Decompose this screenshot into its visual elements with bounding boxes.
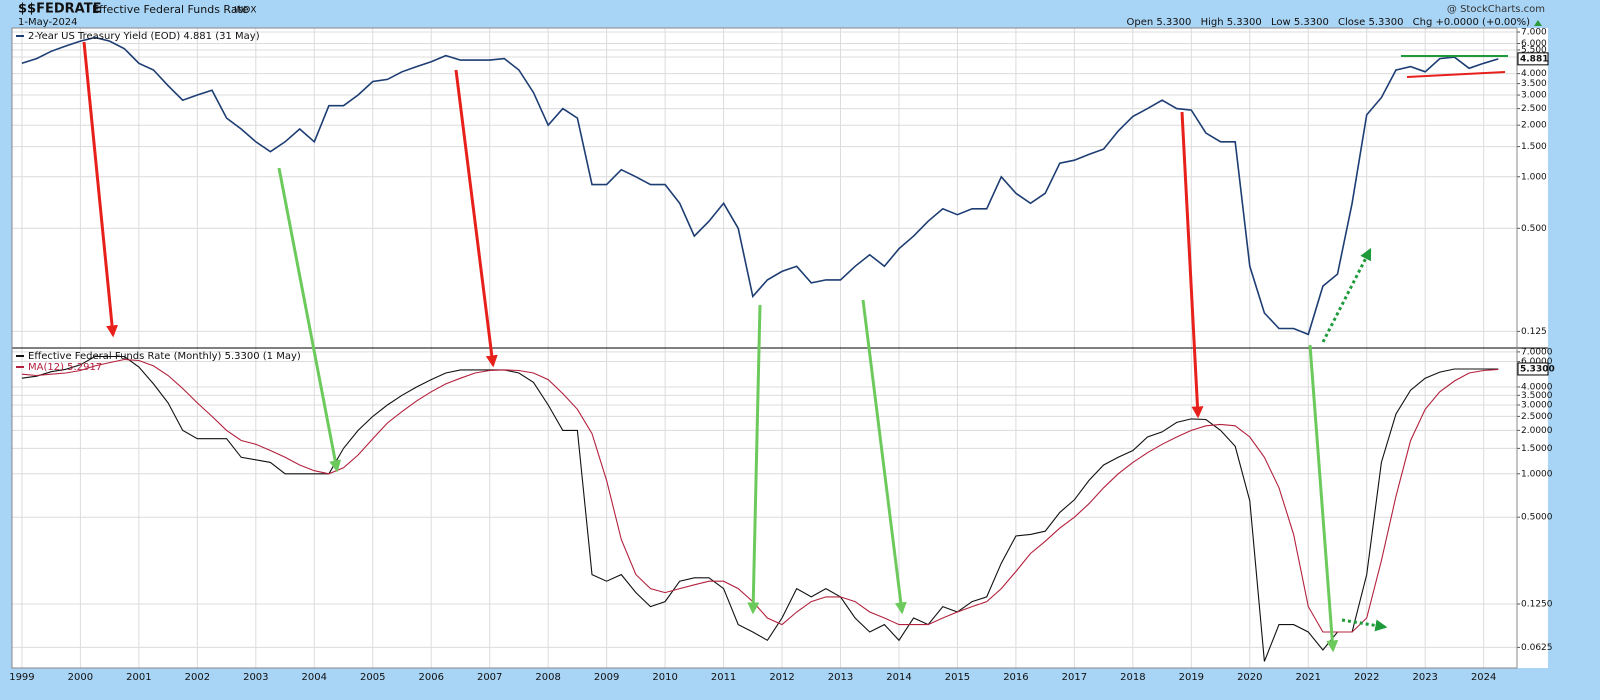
series-line: [21, 355, 1499, 662]
last-value-box: [1517, 362, 1549, 376]
y-tick-label: 3.500: [1521, 79, 1547, 89]
annotations: [82, 41, 1508, 653]
exchange: INDX: [234, 6, 256, 16]
red-arrow: [82, 41, 119, 338]
x-tick-label: 2023: [1412, 672, 1437, 683]
y-tick-label: 2.0000: [1521, 426, 1553, 436]
x-tick-label: 2002: [185, 672, 210, 683]
quote-value: 5.3300: [1156, 17, 1191, 28]
x-tick-label: 2008: [535, 672, 560, 683]
x-tick-label: 2015: [945, 672, 970, 683]
x-tick-label: 2004: [302, 672, 327, 683]
quote-value: +0.0000 (+0.00%): [1436, 17, 1531, 28]
x-tick-label: 2019: [1179, 672, 1204, 683]
green-arrow: [747, 304, 762, 615]
y-tick-label: 3.000: [1521, 91, 1547, 101]
x-tick-label: 2017: [1062, 672, 1087, 683]
y-tick-label: 6.000: [1521, 39, 1547, 49]
green-arrow: [1308, 344, 1339, 653]
last-value-label: 4.881: [1520, 54, 1548, 64]
y-tick-label: 4.000: [1521, 69, 1547, 79]
x-tick-label: 2012: [769, 672, 794, 683]
support-line: [1406, 71, 1506, 78]
x-tick-label: 2009: [594, 672, 619, 683]
x-tick-label: 2013: [828, 672, 853, 683]
y-tick-label: 2.5000: [1521, 412, 1553, 422]
x-tick-label: 2021: [1296, 672, 1321, 683]
y-tick-label: 1.500: [1521, 142, 1547, 152]
quote-label: Open: [1126, 17, 1153, 28]
x-tick-label: 2007: [477, 672, 502, 683]
dotted-arrow: [1321, 247, 1372, 343]
date: 1-May-2024: [18, 17, 78, 28]
y-tick-label: 7.000: [1521, 28, 1547, 38]
x-tick-label: 2018: [1120, 672, 1145, 683]
x-tick-label: 2003: [243, 672, 268, 683]
y-tick-label: 6.0000: [1521, 357, 1553, 367]
y-tick-label: 5.500: [1521, 45, 1547, 55]
y-tick-label: 3.0000: [1521, 400, 1553, 410]
y-tick-label: 2.000: [1521, 121, 1547, 131]
x-tick-label: 1999: [9, 672, 34, 683]
plot-frame: [11, 27, 1518, 669]
x-tick-label: 2010: [652, 672, 677, 683]
y-tick-label: 0.500: [1521, 224, 1547, 234]
last-value-label: 5.3300: [1520, 364, 1555, 374]
y-tick-label: 1.000: [1521, 172, 1547, 182]
credit: @ StockCharts.com: [1447, 4, 1545, 15]
red-arrow: [454, 69, 498, 368]
legend-label: MA(12) 5.2917: [28, 362, 102, 373]
quote-value: 5.3300: [1368, 17, 1403, 28]
red-arrow: [1180, 111, 1204, 419]
y-tick-label: 1.0000: [1521, 469, 1553, 479]
series-line: [21, 358, 1499, 633]
y-tick-label: 1.5000: [1521, 444, 1553, 454]
dotted-arrow: [1341, 618, 1388, 632]
legend-label: Effective Federal Funds Rate (Monthly) 5…: [28, 351, 301, 362]
green-arrow: [277, 167, 342, 473]
y-tick-label: 0.5000: [1521, 513, 1553, 523]
quote-value: 5.3300: [1227, 17, 1262, 28]
symbol: $$FEDRATE: [18, 2, 101, 17]
x-tick-label: 2020: [1237, 672, 1262, 683]
up-icon: [1534, 20, 1542, 26]
quote-label: Chg: [1413, 17, 1433, 28]
quote-value: 5.3300: [1294, 17, 1329, 28]
x-tick-label: 2014: [886, 672, 911, 683]
x-tick-label: 2024: [1471, 672, 1496, 683]
y-tick-label: 0.0625: [1521, 643, 1553, 653]
x-tick-label: 2006: [418, 672, 443, 683]
y-tick-label: 0.125: [1521, 327, 1547, 337]
quote-label: Close: [1338, 17, 1365, 28]
x-tick-label: 2000: [68, 672, 93, 683]
quote-line: Open 5.3300 High 5.3300 Low 5.3300 Close…: [1126, 17, 1530, 28]
x-tick-label: 2001: [126, 672, 151, 683]
quote-label: High: [1201, 17, 1224, 28]
legend-label: 2-Year US Treasury Yield (EOD) 4.881 (31…: [28, 31, 260, 42]
y-tick-label: 0.1250: [1521, 600, 1553, 610]
security-name: Effective Federal Funds Rate: [92, 3, 249, 16]
y-tick-label: 7.0000: [1521, 347, 1553, 357]
last-value-box: [1517, 52, 1549, 66]
series-line: [21, 36, 1499, 336]
chart-layer: 7.0006.0005.5005.0004.0003.5003.0002.500…: [9, 28, 1555, 683]
green-arrow: [861, 299, 907, 615]
y-tick-label: 4.0000: [1521, 382, 1553, 392]
y-tick-label: 2.500: [1521, 104, 1547, 114]
x-tick-label: 2011: [711, 672, 736, 683]
quote-label: Low: [1271, 17, 1291, 28]
x-tick-label: 2005: [360, 672, 385, 683]
y-tick-label: 3.5000: [1521, 391, 1553, 401]
x-tick-label: 2022: [1354, 672, 1379, 683]
x-tick-label: 2016: [1003, 672, 1028, 683]
